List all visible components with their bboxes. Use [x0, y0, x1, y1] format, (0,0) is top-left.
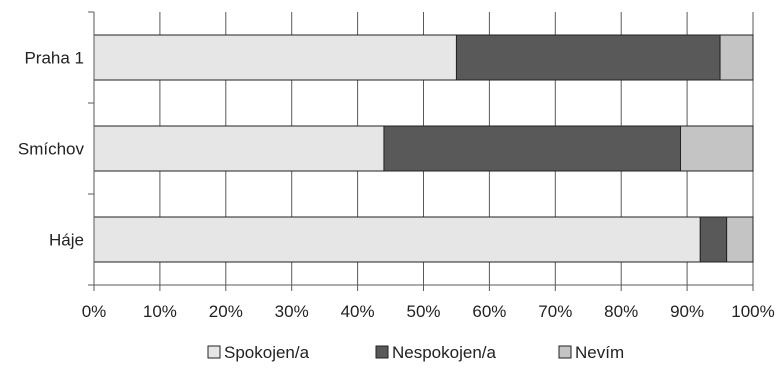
bar-segment	[93, 34, 457, 81]
x-tick-labels: 0% 10% 20% 30% 40% 50% 60% 70% 80% 90% 100%	[82, 302, 775, 321]
category-labels: Praha 1 Smíchov Háje	[18, 49, 85, 250]
x-tick-label: 60%	[472, 302, 506, 321]
legend-swatch	[375, 345, 389, 359]
legend: Spokojen/a Nespokojen/a Nevím	[207, 343, 624, 362]
bar-segment	[726, 216, 754, 263]
x-tick-label: 90%	[670, 302, 704, 321]
x-tick-label: 10%	[143, 302, 177, 321]
category-label: Háje	[49, 231, 84, 250]
legend-swatch	[207, 345, 221, 359]
x-tick-label: 30%	[275, 302, 309, 321]
bar-segment	[680, 125, 754, 172]
x-tick-label: 50%	[406, 302, 440, 321]
x-tick-label: 20%	[209, 302, 243, 321]
legend-label: Nevím	[575, 343, 624, 362]
legend-label: Spokojen/a	[224, 343, 310, 362]
legend-swatch	[558, 345, 572, 359]
category-label: Praha 1	[24, 49, 84, 68]
x-tick-label: 70%	[538, 302, 572, 321]
legend-label: Nespokojen/a	[392, 343, 497, 362]
category-label: Smíchov	[18, 140, 85, 159]
x-tick-label: 0%	[82, 302, 107, 321]
bar-segment	[93, 216, 701, 263]
x-tick-label: 100%	[731, 302, 774, 321]
bar-segment	[383, 125, 682, 172]
axes	[88, 11, 754, 291]
bar-segment	[93, 125, 385, 172]
bar-segment	[719, 34, 754, 81]
x-tick-label: 80%	[604, 302, 638, 321]
bars	[93, 34, 754, 263]
x-tick-label: 40%	[341, 302, 375, 321]
bar-segment	[455, 34, 721, 81]
bar-segment	[699, 216, 728, 263]
